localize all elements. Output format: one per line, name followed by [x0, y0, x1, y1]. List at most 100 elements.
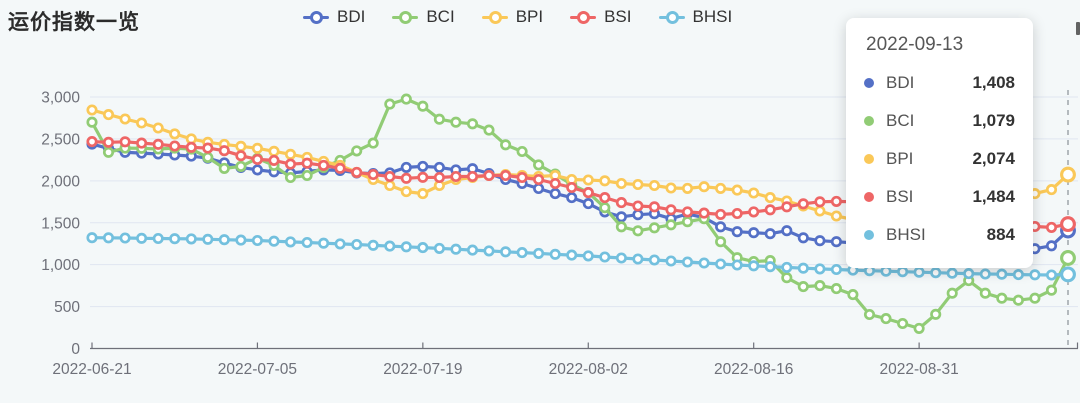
data-point	[235, 160, 247, 172]
data-point	[500, 246, 512, 258]
data-point	[599, 175, 611, 187]
data-point	[301, 236, 313, 249]
data-point	[979, 287, 991, 299]
hovered-point-bpi	[1060, 166, 1076, 183]
data-point	[533, 173, 545, 186]
data-point	[483, 245, 495, 257]
data-point	[863, 308, 876, 321]
data-point	[665, 219, 677, 231]
x-axis-labels: 2022-06-21 2022-07-05 2022-07-19 2022-08-02…	[52, 361, 958, 378]
series-bhsi[interactable]	[86, 232, 1076, 283]
tooltip-title: 2022-09-13	[866, 34, 964, 55]
data-point	[582, 250, 594, 262]
data-point	[284, 158, 297, 170]
data-point	[963, 268, 975, 280]
data-point	[880, 265, 892, 277]
data-point	[764, 228, 776, 240]
data-point	[748, 206, 760, 218]
data-point	[814, 280, 826, 292]
data-point	[897, 317, 909, 330]
svg-text:2022-08-02: 2022-08-02	[549, 361, 628, 378]
data-point	[797, 232, 809, 244]
tooltip-rows: BDI 1,408 BCI 1,079 BPI 2,074 BSI 1,484 BHSI 884	[864, 64, 1015, 254]
data-point	[764, 204, 776, 216]
data-point	[417, 160, 429, 172]
data-point	[781, 225, 793, 237]
data-point	[384, 98, 396, 110]
data-point	[119, 232, 131, 244]
data-point	[185, 233, 197, 245]
data-point	[830, 283, 842, 295]
data-point	[698, 257, 710, 269]
data-point	[1029, 292, 1041, 304]
data-point	[384, 179, 396, 192]
data-point	[202, 142, 214, 154]
legend-item-bhsi[interactable]: BHSI	[658, 7, 733, 27]
data-point	[400, 186, 412, 198]
data-point	[500, 139, 512, 151]
legend-item-bci[interactable]: BCI	[392, 7, 455, 27]
data-point	[715, 208, 727, 220]
data-point	[284, 171, 297, 184]
data-point	[648, 179, 660, 192]
data-point	[533, 159, 545, 171]
tooltip-row-bci: BCI 1,079	[864, 102, 1015, 140]
data-point	[764, 261, 776, 273]
data-point	[433, 113, 445, 125]
data-point	[500, 169, 512, 182]
data-point	[1045, 184, 1058, 196]
page-title: 运价指数一览	[8, 11, 140, 34]
tooltip-series-label: BPI	[886, 149, 914, 168]
svg-text:1,000: 1,000	[41, 257, 80, 274]
data-point	[1045, 221, 1058, 233]
svg-text:2022-07-19: 2022-07-19	[383, 361, 462, 378]
tooltip-row-bhsi: BHSI 884	[864, 216, 1015, 254]
data-point	[615, 177, 627, 190]
tooltip-series-label: BDI	[886, 73, 915, 92]
data-point	[400, 172, 412, 184]
tooltip-series-label: BHSI	[886, 225, 926, 244]
data-point	[433, 242, 445, 254]
data-point	[781, 201, 793, 213]
legend-label: BSI	[604, 7, 632, 26]
data-point	[681, 256, 694, 268]
hovered-point-bhsi	[1060, 266, 1076, 283]
data-point	[830, 195, 842, 207]
tooltip-row-bpi: BPI 2,074	[864, 140, 1015, 178]
data-point	[615, 211, 627, 223]
data-point	[169, 233, 181, 245]
svg-text:2,000: 2,000	[41, 173, 80, 190]
data-point	[466, 118, 479, 130]
data-point	[86, 116, 98, 128]
data-point	[615, 197, 627, 209]
data-point	[615, 252, 627, 264]
legend-item-bpi[interactable]: BPI	[481, 7, 543, 27]
tooltip-series-label: BCI	[886, 111, 915, 130]
data-point	[152, 122, 164, 134]
svg-text:3,000: 3,000	[41, 90, 80, 107]
legend-item-bsi[interactable]: BSI	[570, 7, 632, 27]
legend-label: BHSI	[692, 7, 733, 26]
data-point	[715, 236, 727, 248]
data-point	[417, 242, 429, 254]
data-point	[533, 182, 545, 195]
data-point	[648, 222, 660, 234]
svg-text:1,500: 1,500	[41, 215, 80, 232]
data-point	[830, 263, 842, 276]
data-point	[351, 166, 363, 178]
data-point	[665, 182, 677, 194]
data-point	[665, 204, 677, 216]
data-point	[632, 209, 644, 221]
data-point	[251, 234, 263, 247]
data-point	[582, 174, 594, 186]
data-point	[268, 235, 280, 247]
data-point	[549, 188, 561, 200]
tooltip-series-value: 884	[986, 225, 1015, 244]
data-point	[797, 281, 809, 293]
svg-text:500: 500	[54, 299, 80, 316]
legend-item-bdi[interactable]: BDI	[303, 7, 365, 27]
legend-line-circle-icon	[303, 10, 329, 24]
data-point	[681, 216, 694, 228]
data-point	[681, 182, 694, 194]
